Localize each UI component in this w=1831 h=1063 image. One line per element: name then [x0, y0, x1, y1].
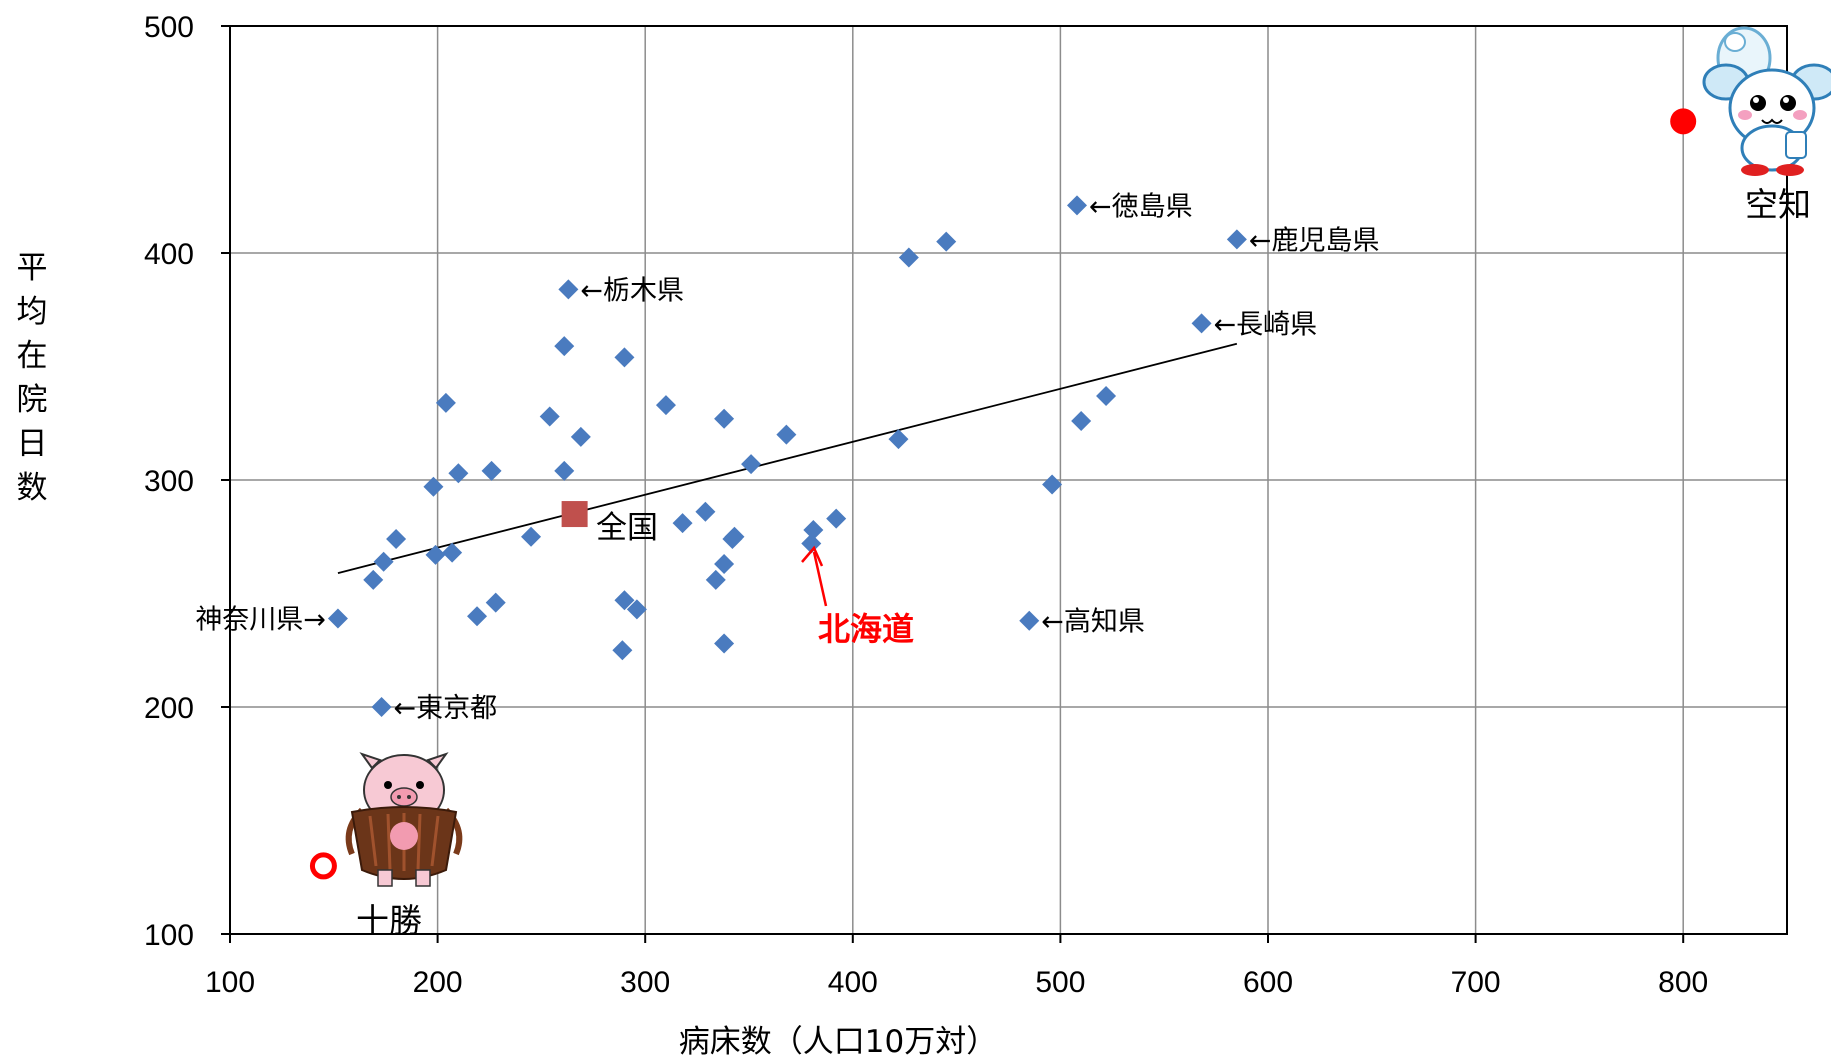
x-tick-label: 500 — [1035, 966, 1085, 999]
data-point — [435, 392, 456, 413]
x-axis-title: 病床数（人口10万対） — [679, 1024, 997, 1060]
tokachi-mascot — [345, 752, 463, 887]
data-point — [386, 529, 407, 550]
x-tick-label: 600 — [1243, 966, 1293, 999]
sorachi-mascot — [1702, 26, 1831, 176]
point-annotation: ←徳島県 — [1089, 191, 1193, 222]
hokkaido-arrowhead — [801, 545, 824, 567]
hokkaido-arrow — [812, 551, 828, 607]
data-point — [672, 513, 693, 534]
x-tick-label: 400 — [828, 966, 878, 999]
y-axis-title-char: 数 — [17, 470, 48, 506]
data-point — [481, 460, 502, 481]
data-point — [1067, 195, 1088, 216]
y-tick-label: 200 — [144, 692, 194, 725]
x-tick-label: 700 — [1451, 966, 1501, 999]
x-tick-label: 200 — [413, 966, 463, 999]
point-annotation: 神奈川県→ — [195, 604, 326, 635]
data-point — [826, 508, 847, 529]
hokkaido-label: 北海道 — [818, 610, 914, 648]
y-tick-label: 500 — [144, 11, 194, 44]
zenkoku-point — [561, 501, 588, 528]
y-axis-title-char: 平 — [17, 250, 48, 286]
point-annotation: ←高知県 — [1041, 607, 1145, 638]
y-axis-title: 平均在院日数 — [17, 250, 48, 506]
data-point — [803, 519, 824, 540]
data-point — [558, 279, 579, 300]
data-point — [327, 608, 348, 629]
data-point — [539, 406, 560, 427]
data-point — [467, 606, 488, 627]
data-point — [898, 247, 919, 268]
data-point — [485, 592, 506, 613]
hokkaido-point — [801, 533, 822, 554]
point-annotation: ←鹿児島県 — [1249, 225, 1380, 256]
y-tick-label: 300 — [144, 465, 194, 498]
x-tick-label: 800 — [1658, 966, 1708, 999]
data-point — [1191, 313, 1212, 334]
data-points — [327, 195, 1247, 717]
data-point — [570, 426, 591, 447]
y-tick-label: 400 — [144, 238, 194, 271]
data-point — [448, 463, 469, 484]
trendline — [337, 342, 1238, 574]
data-point — [442, 542, 463, 563]
tokachi-label: 十勝 — [356, 901, 422, 940]
data-point — [554, 460, 575, 481]
point-annotation: ←栃木県 — [580, 275, 684, 306]
x-tick-label: 100 — [205, 966, 255, 999]
zenkoku-label: 全国 — [596, 510, 658, 546]
data-point — [612, 640, 633, 661]
y-axis-title-char: 均 — [17, 294, 48, 330]
data-point — [373, 551, 394, 572]
data-point — [705, 569, 726, 590]
y-axis-title-char: 在 — [17, 338, 48, 374]
x-tick-label: 300 — [620, 966, 670, 999]
data-point — [554, 336, 575, 357]
data-point — [423, 476, 444, 497]
y-axis-ticks: 100 200 300 400 500 — [144, 11, 230, 952]
y-axis-title-char: 日 — [17, 426, 48, 462]
data-point — [1071, 410, 1092, 431]
data-point — [626, 599, 647, 620]
data-point — [655, 395, 676, 416]
point-annotation: ←長崎県 — [1214, 309, 1318, 340]
data-point — [614, 347, 635, 368]
gridlines — [230, 26, 1787, 934]
data-point — [724, 526, 745, 547]
y-axis-title-char: 院 — [17, 382, 48, 418]
data-point — [1226, 229, 1247, 250]
data-point — [363, 569, 384, 590]
data-point — [695, 501, 716, 522]
data-point — [614, 590, 635, 611]
data-point — [714, 408, 735, 429]
sorachi-label: 空知 — [1745, 185, 1811, 224]
point-annotation: ←東京都 — [394, 693, 498, 724]
data-point — [936, 231, 957, 252]
data-point — [776, 424, 797, 445]
tokachi-point — [309, 852, 337, 880]
data-point — [888, 429, 909, 450]
data-point — [1042, 474, 1063, 495]
data-point — [425, 544, 446, 565]
point-annotations: ←徳島県 ←鹿児島県 ←栃木県 ←長崎県 ←高知県 ←東京都 神奈川県→ — [195, 191, 1379, 724]
x-axis-ticks: 100 200 300 400 500 600 700 800 — [205, 934, 1708, 999]
data-point — [1019, 610, 1040, 631]
data-point — [741, 454, 762, 475]
data-point — [1096, 386, 1117, 407]
data-point — [714, 633, 735, 654]
sorachi-point — [1670, 108, 1697, 135]
y-tick-label: 100 — [144, 919, 194, 952]
data-point — [521, 526, 542, 547]
data-point — [371, 697, 392, 717]
data-point — [714, 553, 735, 574]
